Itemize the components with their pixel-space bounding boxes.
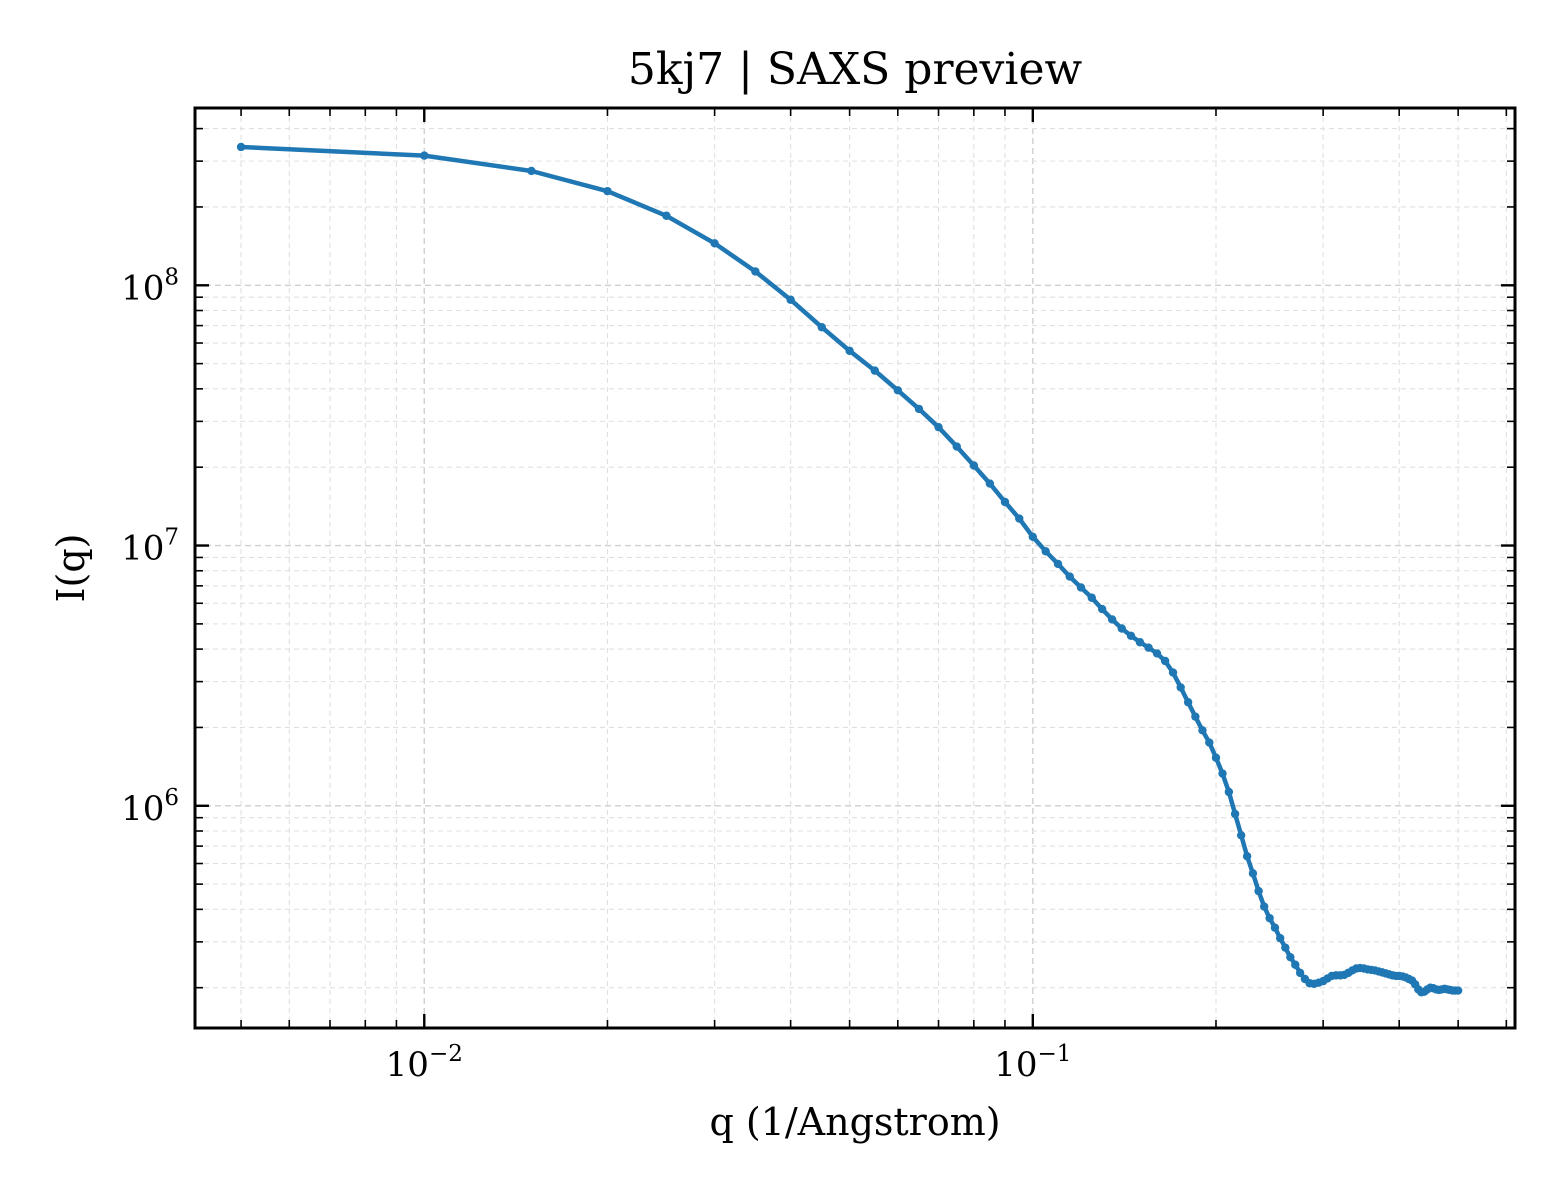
data-point bbox=[1248, 869, 1258, 878]
data-point bbox=[1286, 952, 1295, 962]
data-point bbox=[420, 151, 429, 160]
data-point bbox=[1254, 886, 1263, 896]
data-point bbox=[1205, 738, 1214, 747]
data-point bbox=[1107, 615, 1117, 624]
data-point bbox=[1242, 852, 1252, 861]
data-point bbox=[1291, 960, 1300, 969]
data-point bbox=[603, 186, 612, 196]
data-point bbox=[1265, 913, 1274, 923]
data-point bbox=[1015, 514, 1024, 523]
chart-title: 5kj7 | SAXS preview bbox=[628, 44, 1083, 95]
series-group bbox=[236, 142, 1463, 997]
data-point bbox=[1087, 593, 1096, 602]
x-tick-label: 10−1 bbox=[994, 1041, 1071, 1085]
data-point bbox=[952, 442, 961, 451]
data-point bbox=[527, 166, 536, 176]
data-point bbox=[1281, 943, 1290, 952]
data-point bbox=[1041, 547, 1050, 556]
data-point bbox=[817, 323, 826, 332]
data-point bbox=[1259, 902, 1269, 911]
y-axis-label: I(q) bbox=[49, 534, 93, 603]
data-point bbox=[1000, 497, 1010, 507]
plot-frame bbox=[193, 106, 1517, 1030]
data-point bbox=[1230, 809, 1240, 819]
data-point bbox=[969, 461, 979, 470]
data-point bbox=[1275, 933, 1285, 943]
data-point bbox=[1160, 656, 1170, 666]
axis-ticks bbox=[195, 108, 1515, 1028]
data-point bbox=[1295, 968, 1305, 978]
data-point bbox=[236, 142, 246, 152]
data-point bbox=[985, 479, 995, 488]
data-point bbox=[1183, 698, 1193, 707]
x-tick-label: 10−2 bbox=[386, 1041, 463, 1085]
data-point bbox=[751, 267, 760, 276]
grid bbox=[195, 108, 1515, 1028]
y-tick-label: 106 bbox=[121, 785, 179, 829]
data-point bbox=[1152, 649, 1162, 658]
y-tick-label: 108 bbox=[121, 264, 179, 308]
data-point bbox=[934, 422, 943, 432]
data-point bbox=[1236, 831, 1246, 840]
data-point bbox=[1076, 583, 1086, 592]
data-point bbox=[710, 239, 719, 248]
data-point bbox=[1211, 753, 1221, 762]
data-point bbox=[1176, 683, 1185, 692]
data-point bbox=[1135, 638, 1145, 647]
data-point bbox=[1065, 572, 1074, 581]
data-point bbox=[1144, 643, 1153, 652]
data-point bbox=[893, 386, 902, 395]
data-point bbox=[1053, 559, 1063, 569]
data-point bbox=[1117, 624, 1126, 633]
data-point bbox=[662, 211, 671, 220]
data-point bbox=[1168, 668, 1178, 677]
data-point bbox=[845, 346, 854, 356]
data-point bbox=[1097, 604, 1107, 614]
y-tick-label: 107 bbox=[121, 525, 179, 569]
data-point bbox=[914, 404, 924, 414]
data-point bbox=[1270, 923, 1280, 932]
data-point bbox=[1224, 787, 1234, 797]
data-point bbox=[870, 366, 880, 375]
data-point bbox=[1198, 726, 1207, 735]
data-point bbox=[1453, 986, 1463, 995]
data-point bbox=[1191, 712, 1200, 721]
data-point bbox=[1218, 769, 1227, 778]
data-point bbox=[1126, 631, 1136, 640]
x-axis-label: q (1/Angstrom) bbox=[709, 1100, 1000, 1144]
data-point bbox=[1028, 532, 1038, 542]
tick-labels: 10−2 10−1 106 107 108 bbox=[121, 264, 1071, 1085]
data-point bbox=[786, 295, 795, 304]
